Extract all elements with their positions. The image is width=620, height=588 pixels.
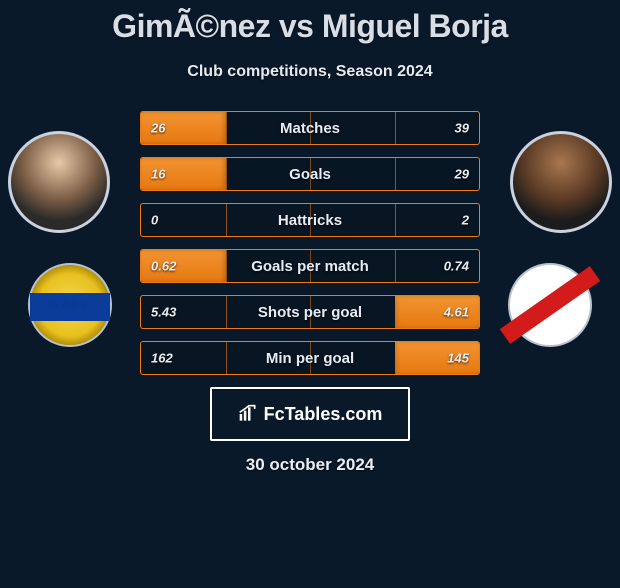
stat-label: Goals [289,166,331,183]
club-left-crest: CABJ [28,263,112,347]
source-badge-text: FcTables.com [264,404,383,425]
stat-value-right: 4.61 [444,305,469,320]
stat-value-left: 5.43 [151,305,176,320]
page-title: GimÃ©nez vs Miguel Borja [0,8,620,45]
date-text: 30 october 2024 [0,455,620,475]
comparison-bars: 26 39 Matches 16 29 Goals 0 2 Hattricks 0.62 0.74 G… [140,111,480,375]
source-badge: FcTables.com [210,387,410,441]
stat-value-left: 162 [151,351,173,366]
stat-row: 0.62 0.74 Goals per match [140,249,480,283]
stat-label: Goals per match [251,258,369,275]
stat-row: 5.43 4.61 Shots per goal [140,295,480,329]
comparison-stage: CABJ 26 39 Matches 16 29 Goals 0 2 Hattricks 0.62… [0,111,620,475]
stat-label: Hattricks [278,212,342,229]
stat-value-left: 0 [151,213,158,228]
stat-value-right: 29 [455,167,469,182]
stat-row: 16 29 Goals [140,157,480,191]
stat-label: Shots per goal [258,304,362,321]
stat-value-right: 0.74 [444,259,469,274]
club-right-crest [508,263,592,347]
stat-row: 162 145 Min per goal [140,341,480,375]
stat-value-right: 145 [447,351,469,366]
player-left-avatar [8,131,110,233]
stat-row: 26 39 Matches [140,111,480,145]
stat-value-right: 39 [455,121,469,136]
stat-label: Matches [280,120,340,137]
stat-value-left: 0.62 [151,259,176,274]
player-right-avatar [510,131,612,233]
stat-value-left: 26 [151,121,165,136]
subtitle: Club competitions, Season 2024 [0,63,620,81]
stat-value-left: 16 [151,167,165,182]
club-left-abbr: CABJ [51,299,89,311]
stat-value-right: 2 [462,213,469,228]
stat-label: Min per goal [266,350,354,367]
stat-row: 0 2 Hattricks [140,203,480,237]
stats-icon [238,404,258,424]
